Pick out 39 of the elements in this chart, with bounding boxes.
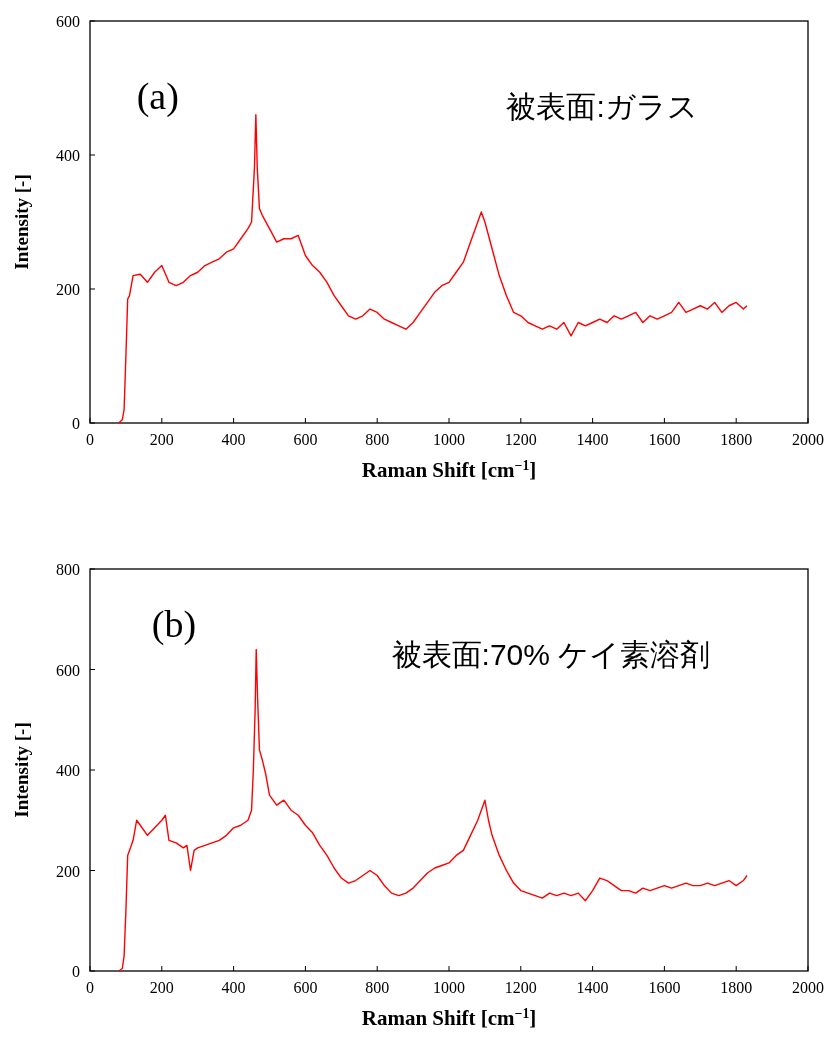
y-tick-label: 400 [56, 147, 80, 164]
x-axis-title: Raman Shift [cm$^{−1}$] [361, 1005, 537, 1030]
x-tick-label: 1600 [648, 431, 681, 448]
x-tick-label: 1200 [504, 979, 537, 996]
x-tick-label: 1000 [433, 979, 465, 996]
x-tick-label: 800 [365, 979, 390, 996]
x-tick-label: 2000 [792, 979, 824, 996]
annotation: (b) [151, 603, 197, 647]
x-tick-label: 1600 [648, 979, 681, 996]
x-tick-label: 2000 [792, 431, 824, 448]
x-tick-label: 200 [149, 431, 174, 448]
x-tick-label: 1400 [576, 979, 609, 996]
x-tick-label: 800 [365, 431, 390, 448]
x-tick-label: 400 [221, 431, 246, 448]
x-axis-title: Raman Shift [cm$^{−1}$] [361, 457, 537, 482]
x-tick-label: 1800 [720, 431, 753, 448]
y-tick-label: 200 [56, 281, 80, 298]
x-tick-label: 1800 [720, 979, 753, 996]
y-tick-label: 800 [56, 561, 80, 578]
y-axis-title: Intensity [-] [11, 722, 32, 818]
y-tick-label: 400 [56, 762, 80, 779]
x-tick-label: 0 [86, 431, 94, 448]
x-tick-label: 600 [293, 979, 318, 996]
x-tick-label: 200 [149, 979, 174, 996]
y-tick-label: 0 [72, 415, 80, 432]
x-tick-label: 1000 [433, 431, 465, 448]
annotation: 被表面:ガラス [506, 90, 698, 124]
x-tick-label: 400 [221, 979, 246, 996]
annotation: (a) [136, 75, 179, 119]
y-axis-title: Intensity [-] [11, 174, 32, 270]
annotation: 被表面:70% ケイ素溶剤 [391, 638, 711, 672]
y-tick-label: 600 [56, 13, 80, 30]
x-tick-label: 600 [293, 431, 318, 448]
y-tick-label: 600 [56, 661, 80, 679]
x-tick-label: 1400 [576, 431, 609, 448]
y-tick-label: 0 [72, 963, 80, 980]
x-tick-label: 0 [86, 979, 94, 996]
x-tick-label: 1200 [504, 431, 537, 448]
y-tick-label: 200 [56, 862, 80, 880]
